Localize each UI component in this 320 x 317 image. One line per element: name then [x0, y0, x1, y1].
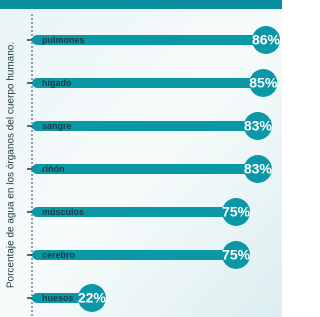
value-label: 75%: [222, 204, 251, 220]
value-label: 83%: [244, 118, 273, 134]
value-label: 22%: [78, 290, 107, 306]
axis-title: Porcentaje de agua en los órganos del cu…: [6, 42, 17, 288]
value-label: 85%: [249, 75, 278, 91]
category-label: cerebro: [42, 250, 76, 260]
chart: Porcentaje de agua en los órganos del cu…: [0, 0, 282, 317]
value-label: 83%: [244, 161, 273, 177]
value-label: 86%: [252, 32, 281, 48]
category-label: pulmones: [42, 35, 85, 45]
category-label: huesos: [42, 293, 74, 303]
category-label: sangre: [42, 121, 72, 131]
top-stripe: [0, 0, 282, 9]
category-label: músculos: [42, 207, 84, 217]
background: [0, 0, 282, 317]
value-label: 75%: [222, 247, 251, 263]
bar: [32, 164, 258, 174]
category-label: riñón: [42, 164, 65, 174]
category-label: hígado: [42, 78, 72, 88]
